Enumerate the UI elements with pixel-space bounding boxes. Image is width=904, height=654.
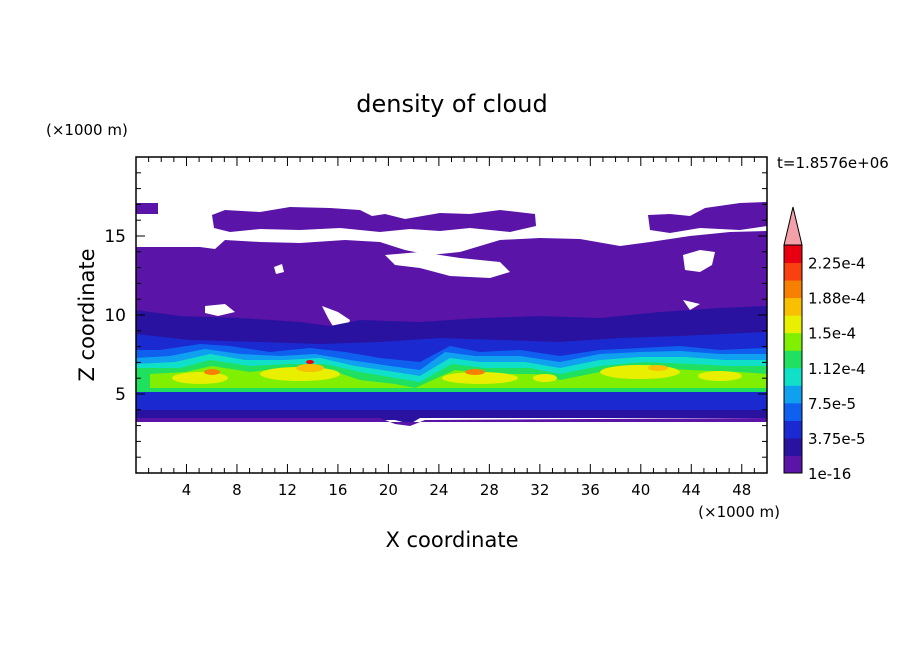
colorbar-swatch xyxy=(784,280,802,299)
x-tick-label: 8 xyxy=(232,481,242,499)
colorbar-label: 1e-16 xyxy=(808,465,851,483)
colorbar-swatch xyxy=(784,420,802,439)
colorbar-swatch xyxy=(784,315,802,334)
colorbar-label: 2.25e-4 xyxy=(808,255,866,273)
cloud-layer-bottom xyxy=(136,418,767,426)
colorbar-swatch xyxy=(784,367,802,386)
colorbar-swatch xyxy=(784,455,802,474)
colorbar-label: 1.88e-4 xyxy=(808,290,866,308)
x-tick-label: 36 xyxy=(581,481,600,499)
x-axis: 4 8 12 16 20 24 28 32 36 40 44 48 xyxy=(148,157,755,499)
x-tick-label: 28 xyxy=(480,481,499,499)
colorbar-label: 3.75e-5 xyxy=(808,430,866,448)
y-tick-label: 15 xyxy=(104,227,126,247)
x-tick-label: 4 xyxy=(182,481,192,499)
x-tick-label: 44 xyxy=(682,481,701,499)
y-tick-label: 10 xyxy=(104,306,126,326)
colorbar-swatch xyxy=(784,437,802,456)
colorbar-label: 1.12e-4 xyxy=(808,360,866,378)
cloud-layer-upper-deck xyxy=(136,231,767,340)
y-tick-label: 5 xyxy=(115,385,126,405)
y-unit-label: (×1000 m) xyxy=(46,121,128,139)
colorbar-label: 7.5e-5 xyxy=(808,395,856,413)
plot-area xyxy=(136,157,767,473)
x-tick-label: 20 xyxy=(379,481,398,499)
x-unit-label: (×1000 m) xyxy=(698,503,780,521)
x-tick-label: 40 xyxy=(631,481,650,499)
colorbar: 1e-16 3.75e-5 7.5e-5 1.12e-4 1.5e-4 1.88e-4 2.… xyxy=(783,206,866,483)
x-tick-label: 32 xyxy=(530,481,549,499)
colorbar-swatch xyxy=(784,332,802,351)
time-label: t=1.8576e+06 xyxy=(777,154,889,172)
y-axis-label: Z coordinate xyxy=(75,248,99,381)
colorbar-swatch xyxy=(784,385,802,404)
colorbar-swatch xyxy=(784,350,802,369)
x-tick-label: 12 xyxy=(278,481,297,499)
x-tick-label: 16 xyxy=(328,481,347,499)
colorbar-swatch xyxy=(784,297,802,316)
colorbar-swatch xyxy=(784,402,802,421)
colorbar-swatch xyxy=(784,262,802,281)
colorbar-overflow-triangle xyxy=(783,206,803,246)
colorbar-swatch xyxy=(784,245,802,264)
y-axis: 5 10 15 xyxy=(104,172,767,458)
x-axis-label: X coordinate xyxy=(385,528,518,552)
x-tick-label: 48 xyxy=(732,481,751,499)
cloud-core-hotspots xyxy=(172,360,742,384)
colorbar-frame xyxy=(783,244,803,474)
cloud-layer-base-edge xyxy=(136,410,767,424)
colorbar-label: 1.5e-4 xyxy=(808,325,856,343)
cloud-layer-upper-sheet xyxy=(136,202,767,233)
chart-title: density of cloud xyxy=(356,90,547,118)
cloud-layer-base xyxy=(136,392,767,412)
x-tick-label: 24 xyxy=(429,481,448,499)
